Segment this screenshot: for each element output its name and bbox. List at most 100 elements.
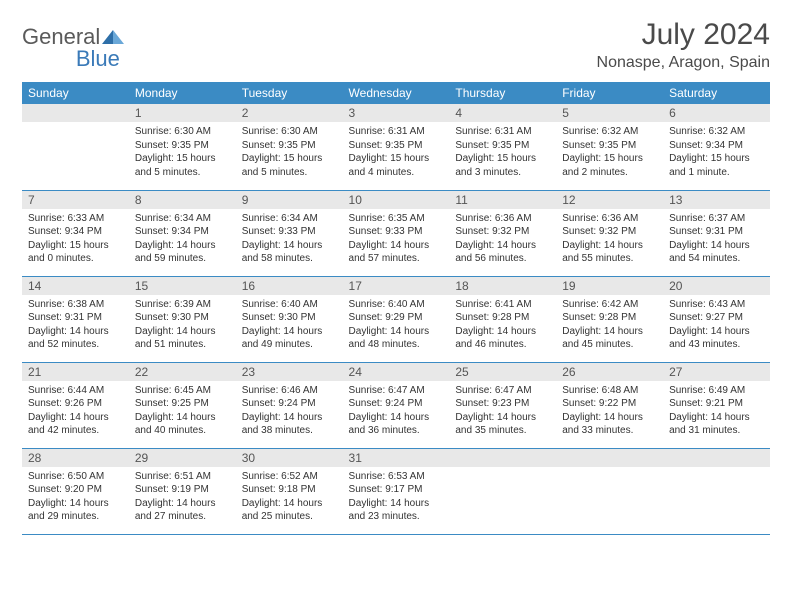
day-detail-line: and 0 minutes. [28,252,123,266]
day-detail-line: Sunset: 9:24 PM [349,397,444,411]
day-detail-line: and 27 minutes. [135,510,230,524]
day-detail-line: Sunset: 9:35 PM [455,139,550,153]
day-number: 11 [449,191,556,209]
day-detail-line: Sunrise: 6:45 AM [135,384,230,398]
day-detail-line: Sunset: 9:18 PM [242,483,337,497]
day-details: Sunrise: 6:40 AMSunset: 9:29 PMDaylight:… [343,295,450,356]
calendar-day-cell: 20Sunrise: 6:43 AMSunset: 9:27 PMDayligh… [663,276,770,362]
day-detail-line: Sunset: 9:32 PM [455,225,550,239]
calendar-day-cell: 9Sunrise: 6:34 AMSunset: 9:33 PMDaylight… [236,190,343,276]
day-details: Sunrise: 6:34 AMSunset: 9:33 PMDaylight:… [236,209,343,270]
calendar-day-cell: 26Sunrise: 6:48 AMSunset: 9:22 PMDayligh… [556,362,663,448]
day-detail-line: Daylight: 15 hours [669,152,764,166]
day-number: 28 [22,449,129,467]
day-detail-line: and 2 minutes. [562,166,657,180]
day-details: Sunrise: 6:34 AMSunset: 9:34 PMDaylight:… [129,209,236,270]
day-details: Sunrise: 6:42 AMSunset: 9:28 PMDaylight:… [556,295,663,356]
day-detail-line: Sunrise: 6:41 AM [455,298,550,312]
day-detail-line: and 43 minutes. [669,338,764,352]
day-number: 13 [663,191,770,209]
day-details: Sunrise: 6:45 AMSunset: 9:25 PMDaylight:… [129,381,236,442]
day-detail-line: Sunrise: 6:46 AM [242,384,337,398]
calendar-day-cell: 31Sunrise: 6:53 AMSunset: 9:17 PMDayligh… [343,448,450,534]
day-details: Sunrise: 6:46 AMSunset: 9:24 PMDaylight:… [236,381,343,442]
day-number: 19 [556,277,663,295]
calendar-day-cell: 12Sunrise: 6:36 AMSunset: 9:32 PMDayligh… [556,190,663,276]
calendar-day-cell: 15Sunrise: 6:39 AMSunset: 9:30 PMDayligh… [129,276,236,362]
day-detail-line: and 42 minutes. [28,424,123,438]
day-number: 31 [343,449,450,467]
day-detail-line: Sunset: 9:35 PM [242,139,337,153]
calendar-day-cell [556,448,663,534]
day-number: 3 [343,104,450,122]
calendar-day-cell [22,104,129,190]
day-detail-line: Daylight: 15 hours [455,152,550,166]
calendar-week-row: 1Sunrise: 6:30 AMSunset: 9:35 PMDaylight… [22,104,770,190]
day-detail-line: Sunset: 9:33 PM [349,225,444,239]
day-detail-line: Daylight: 14 hours [669,411,764,425]
day-detail-line: and 40 minutes. [135,424,230,438]
day-number: 20 [663,277,770,295]
weekday-header: Sunday [22,82,129,104]
day-detail-line: Daylight: 14 hours [349,325,444,339]
calendar-week-row: 28Sunrise: 6:50 AMSunset: 9:20 PMDayligh… [22,448,770,534]
day-number [449,449,556,467]
day-detail-line: Sunrise: 6:38 AM [28,298,123,312]
day-detail-line: Sunset: 9:35 PM [562,139,657,153]
day-details: Sunrise: 6:36 AMSunset: 9:32 PMDaylight:… [556,209,663,270]
day-detail-line: Sunrise: 6:51 AM [135,470,230,484]
day-detail-line: Sunrise: 6:53 AM [349,470,444,484]
day-detail-line: Daylight: 14 hours [135,411,230,425]
calendar-day-cell: 11Sunrise: 6:36 AMSunset: 9:32 PMDayligh… [449,190,556,276]
day-detail-line: Sunset: 9:34 PM [28,225,123,239]
day-detail-line: Sunset: 9:29 PM [349,311,444,325]
title-block: July 2024 Nonaspe, Aragon, Spain [597,18,770,72]
day-details: Sunrise: 6:35 AMSunset: 9:33 PMDaylight:… [343,209,450,270]
day-details: Sunrise: 6:31 AMSunset: 9:35 PMDaylight:… [343,122,450,183]
day-detail-line: Sunrise: 6:32 AM [562,125,657,139]
calendar-day-cell [449,448,556,534]
calendar-day-cell: 23Sunrise: 6:46 AMSunset: 9:24 PMDayligh… [236,362,343,448]
day-detail-line: and 33 minutes. [562,424,657,438]
month-title: July 2024 [597,18,770,52]
day-detail-line: Daylight: 14 hours [28,411,123,425]
day-details: Sunrise: 6:32 AMSunset: 9:34 PMDaylight:… [663,122,770,183]
day-detail-line: and 38 minutes. [242,424,337,438]
day-number: 17 [343,277,450,295]
day-detail-line: Sunset: 9:28 PM [455,311,550,325]
day-detail-line: Sunrise: 6:35 AM [349,212,444,226]
day-number: 8 [129,191,236,209]
day-detail-line: and 36 minutes. [349,424,444,438]
day-details: Sunrise: 6:36 AMSunset: 9:32 PMDaylight:… [449,209,556,270]
day-details: Sunrise: 6:47 AMSunset: 9:23 PMDaylight:… [449,381,556,442]
day-details: Sunrise: 6:52 AMSunset: 9:18 PMDaylight:… [236,467,343,528]
calendar-day-cell: 25Sunrise: 6:47 AMSunset: 9:23 PMDayligh… [449,362,556,448]
day-detail-line: and 49 minutes. [242,338,337,352]
weekday-header: Tuesday [236,82,343,104]
weekday-header: Thursday [449,82,556,104]
logo-line2: GeneBlue [22,46,120,72]
day-detail-line: Sunrise: 6:36 AM [562,212,657,226]
day-detail-line: Sunset: 9:25 PM [135,397,230,411]
day-detail-line: Sunset: 9:33 PM [242,225,337,239]
day-detail-line: and 1 minute. [669,166,764,180]
day-number: 14 [22,277,129,295]
day-detail-line: Daylight: 14 hours [349,497,444,511]
day-detail-line: Sunset: 9:26 PM [28,397,123,411]
day-number: 6 [663,104,770,122]
day-detail-line: and 3 minutes. [455,166,550,180]
calendar-body: 1Sunrise: 6:30 AMSunset: 9:35 PMDaylight… [22,104,770,534]
day-details: Sunrise: 6:39 AMSunset: 9:30 PMDaylight:… [129,295,236,356]
day-detail-line: Sunrise: 6:32 AM [669,125,764,139]
day-detail-line: Sunset: 9:34 PM [135,225,230,239]
day-detail-line: and 51 minutes. [135,338,230,352]
day-details: Sunrise: 6:32 AMSunset: 9:35 PMDaylight:… [556,122,663,183]
day-detail-line: Sunrise: 6:52 AM [242,470,337,484]
day-number: 27 [663,363,770,381]
day-detail-line: Daylight: 14 hours [242,325,337,339]
day-detail-line: Sunset: 9:30 PM [242,311,337,325]
day-details: Sunrise: 6:47 AMSunset: 9:24 PMDaylight:… [343,381,450,442]
day-number: 23 [236,363,343,381]
day-detail-line: Sunrise: 6:49 AM [669,384,764,398]
calendar-day-cell: 6Sunrise: 6:32 AMSunset: 9:34 PMDaylight… [663,104,770,190]
